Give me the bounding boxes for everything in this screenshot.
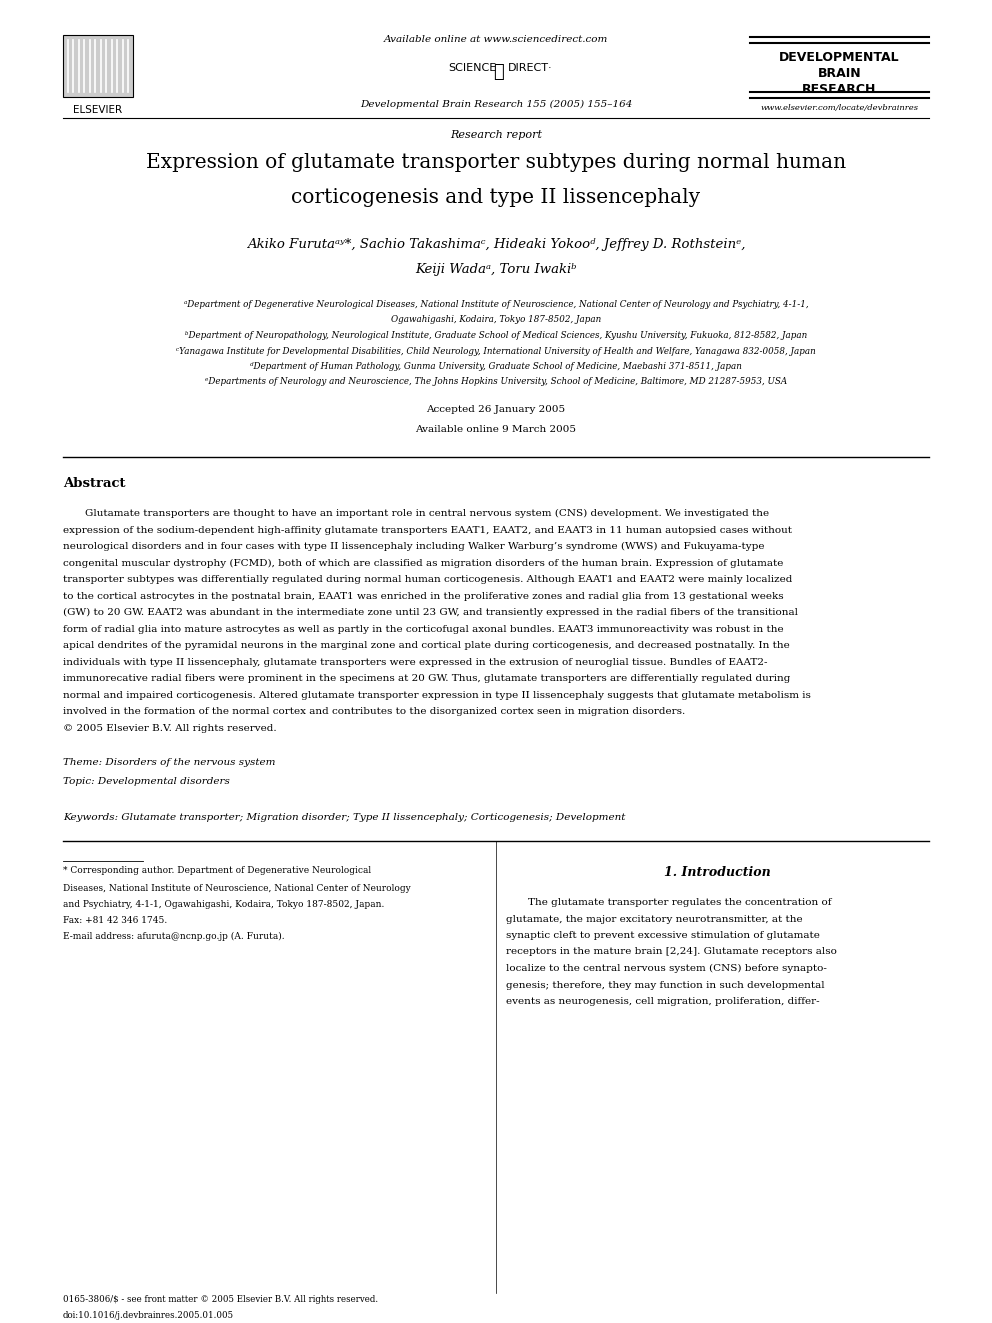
Text: www.elsevier.com/locate/devbrainres: www.elsevier.com/locate/devbrainres xyxy=(761,105,919,112)
Text: ⓐ: ⓐ xyxy=(493,64,503,81)
Text: Abstract: Abstract xyxy=(63,478,126,490)
Text: Theme: Disorders of the nervous system: Theme: Disorders of the nervous system xyxy=(63,758,276,767)
Text: localize to the central nervous system (CNS) before synapto-: localize to the central nervous system (… xyxy=(506,964,827,974)
Text: E-mail address: afuruta@ncnp.go.jp (A. Furuta).: E-mail address: afuruta@ncnp.go.jp (A. F… xyxy=(63,931,285,941)
Text: SCIENCE: SCIENCE xyxy=(447,64,496,73)
Text: DEVELOPMENTAL
BRAIN
RESEARCH: DEVELOPMENTAL BRAIN RESEARCH xyxy=(779,52,900,97)
Text: Keywords: Glutamate transporter; Migration disorder; Type II lissencephaly; Cort: Keywords: Glutamate transporter; Migrati… xyxy=(63,814,625,822)
Text: Topic: Developmental disorders: Topic: Developmental disorders xyxy=(63,777,230,786)
Text: genesis; therefore, they may function in such developmental: genesis; therefore, they may function in… xyxy=(506,980,824,990)
Text: Research report: Research report xyxy=(450,130,542,140)
Text: doi:10.1016/j.devbrainres.2005.01.005: doi:10.1016/j.devbrainres.2005.01.005 xyxy=(63,1311,234,1320)
Text: events as neurogenesis, cell migration, proliferation, differ-: events as neurogenesis, cell migration, … xyxy=(506,998,819,1005)
Text: Available online at www.sciencedirect.com: Available online at www.sciencedirect.co… xyxy=(384,34,608,44)
Text: Akiko Furutaᵃʸ*, Sachio Takashimaᶜ, Hideaki Yokooᵈ, Jeffrey D. Rothsteinᵉ,: Akiko Furutaᵃʸ*, Sachio Takashimaᶜ, Hide… xyxy=(247,238,745,251)
Text: The glutamate transporter regulates the concentration of: The glutamate transporter regulates the … xyxy=(528,898,831,908)
Text: Ogawahigashi, Kodaira, Tokyo 187-8502, Japan: Ogawahigashi, Kodaira, Tokyo 187-8502, J… xyxy=(391,315,601,324)
Text: expression of the sodium-dependent high-affinity glutamate transporters EAAT1, E: expression of the sodium-dependent high-… xyxy=(63,525,792,534)
Text: Glutamate transporters are thought to have an important role in central nervous : Glutamate transporters are thought to ha… xyxy=(85,509,769,519)
Text: receptors in the mature brain [2,24]. Glutamate receptors also: receptors in the mature brain [2,24]. Gl… xyxy=(506,947,837,957)
Text: Accepted 26 January 2005: Accepted 26 January 2005 xyxy=(427,405,565,414)
Text: ᵃDepartment of Degenerative Neurological Diseases, National Institute of Neurosc: ᵃDepartment of Degenerative Neurological… xyxy=(184,300,808,310)
Text: © 2005 Elsevier B.V. All rights reserved.: © 2005 Elsevier B.V. All rights reserved… xyxy=(63,724,277,733)
Text: ᵈDepartment of Human Pathology, Gunma University, Graduate School of Medicine, M: ᵈDepartment of Human Pathology, Gunma Un… xyxy=(250,363,742,370)
Text: Diseases, National Institute of Neuroscience, National Center of Neurology: Diseases, National Institute of Neurosci… xyxy=(63,884,411,893)
Text: ᶜYanagawa Institute for Developmental Disabilities, Child Neurology, Internation: ᶜYanagawa Institute for Developmental Di… xyxy=(177,347,815,356)
Text: immunorecative radial fibers were prominent in the specimens at 20 GW. Thus, glu: immunorecative radial fibers were promin… xyxy=(63,673,791,683)
Text: Fax: +81 42 346 1745.: Fax: +81 42 346 1745. xyxy=(63,916,168,925)
Text: corticogenesis and type II lissencephaly: corticogenesis and type II lissencephaly xyxy=(292,188,700,206)
Text: synaptic cleft to prevent excessive stimulation of glutamate: synaptic cleft to prevent excessive stim… xyxy=(506,931,819,941)
Text: Expression of glutamate transporter subtypes during normal human: Expression of glutamate transporter subt… xyxy=(146,153,846,172)
Text: 1. Introduction: 1. Introduction xyxy=(664,867,771,878)
Text: 0165-3806/$ - see front matter © 2005 Elsevier B.V. All rights reserved.: 0165-3806/$ - see front matter © 2005 El… xyxy=(63,1295,378,1304)
Text: transporter subtypes was differentially regulated during normal human corticogen: transporter subtypes was differentially … xyxy=(63,576,793,583)
Text: Available online 9 March 2005: Available online 9 March 2005 xyxy=(416,425,576,434)
Text: ᵇDepartment of Neuropathology, Neurological Institute, Graduate School of Medica: ᵇDepartment of Neuropathology, Neurologi… xyxy=(185,331,807,340)
Text: form of radial glia into mature astrocytes as well as partly in the corticofugal: form of radial glia into mature astrocyt… xyxy=(63,624,784,634)
Text: DIRECT·: DIRECT· xyxy=(508,64,553,73)
Text: Keiji Wadaᵃ, Toru Iwakiᵇ: Keiji Wadaᵃ, Toru Iwakiᵇ xyxy=(416,263,576,277)
Text: glutamate, the major excitatory neurotransmitter, at the: glutamate, the major excitatory neurotra… xyxy=(506,914,803,923)
Text: involved in the formation of the normal cortex and contributes to the disorganiz: involved in the formation of the normal … xyxy=(63,706,685,716)
Text: and Psychiatry, 4-1-1, Ogawahigashi, Kodaira, Tokyo 187-8502, Japan.: and Psychiatry, 4-1-1, Ogawahigashi, Kod… xyxy=(63,900,384,909)
Text: neurological disorders and in four cases with type II lissencephaly including Wa: neurological disorders and in four cases… xyxy=(63,542,765,552)
Text: to the cortical astrocytes in the postnatal brain, EAAT1 was enriched in the pro: to the cortical astrocytes in the postna… xyxy=(63,591,784,601)
Text: congenital muscular dystrophy (FCMD), both of which are classified as migration : congenital muscular dystrophy (FCMD), bo… xyxy=(63,558,784,568)
Text: Developmental Brain Research 155 (2005) 155–164: Developmental Brain Research 155 (2005) … xyxy=(360,101,632,108)
Text: ELSEVIER: ELSEVIER xyxy=(73,105,123,115)
Text: (GW) to 20 GW. EAAT2 was abundant in the intermediate zone until 23 GW, and tran: (GW) to 20 GW. EAAT2 was abundant in the… xyxy=(63,609,798,617)
Text: apical dendrites of the pyramidal neurons in the marginal zone and cortical plat: apical dendrites of the pyramidal neuron… xyxy=(63,642,790,650)
Text: ᵉDepartments of Neurology and Neuroscience, The Johns Hopkins University, School: ᵉDepartments of Neurology and Neuroscien… xyxy=(205,377,787,386)
Text: individuals with type II lissencephaly, glutamate transporters were expressed in: individuals with type II lissencephaly, … xyxy=(63,658,768,667)
Text: * Corresponding author. Department of Degenerative Neurological: * Corresponding author. Department of De… xyxy=(63,867,371,875)
Bar xyxy=(63,34,133,97)
Text: normal and impaired corticogenesis. Altered glutamate transporter expression in : normal and impaired corticogenesis. Alte… xyxy=(63,691,810,700)
